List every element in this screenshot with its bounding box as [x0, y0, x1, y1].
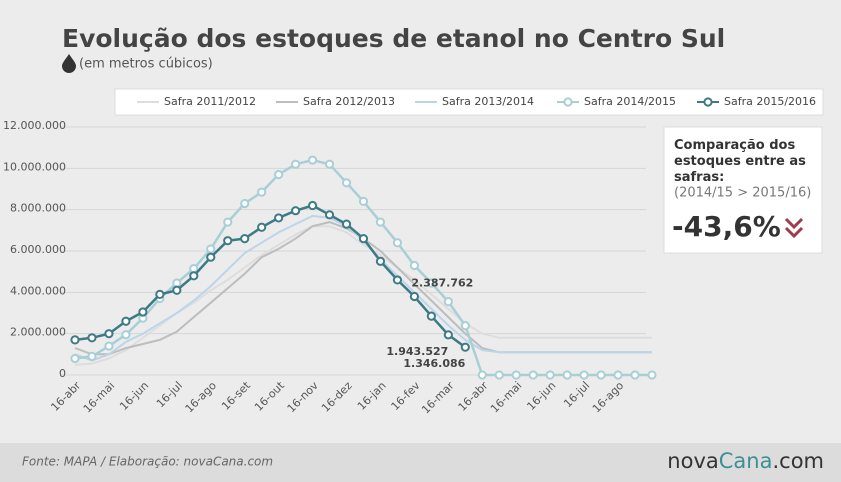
- point: [307, 155, 318, 165]
- data-label: 1.943.527: [386, 345, 448, 358]
- point: [358, 234, 369, 244]
- point: [511, 370, 521, 380]
- point: [87, 351, 97, 361]
- point: [545, 370, 555, 380]
- point: [138, 307, 148, 317]
- chart-title: Evolução dos estoques de etanol no Centr…: [62, 24, 725, 53]
- point: [155, 289, 165, 299]
- point: [257, 222, 267, 232]
- point: [206, 252, 216, 262]
- footer: [0, 443, 841, 482]
- data-label: 1.346.086: [403, 357, 465, 370]
- point: [121, 330, 131, 340]
- point: [70, 353, 80, 364]
- legend-label: Safra 2012/2013: [303, 95, 395, 108]
- point: [426, 278, 436, 288]
- point: [443, 330, 453, 340]
- legend-marker: [703, 97, 713, 107]
- point: [409, 291, 419, 302]
- point: [104, 329, 114, 339]
- point: [426, 311, 436, 321]
- legend-label: Safra 2013/2014: [442, 95, 534, 108]
- point: [104, 341, 114, 351]
- point: [443, 297, 453, 307]
- point: [358, 196, 369, 206]
- point: [70, 335, 80, 345]
- point: [562, 370, 572, 380]
- comparison-subtitle: (2014/15 > 2015/16): [674, 186, 811, 201]
- point: [341, 178, 352, 188]
- point: [324, 159, 335, 169]
- point: [291, 159, 301, 169]
- point: [375, 256, 386, 266]
- source: Fonte: MAPA / Elaboração: novaCana.com: [22, 455, 273, 469]
- point: [223, 236, 233, 246]
- legend-label: Safra 2015/2016: [724, 95, 816, 108]
- logo: novaCana.com: [667, 449, 824, 473]
- point: [341, 219, 352, 229]
- logo-part: nova: [667, 449, 718, 473]
- y-tick-label: 12.000.000: [3, 119, 66, 132]
- legend-marker: [563, 97, 573, 107]
- y-tick-label: 4.000.000: [10, 284, 66, 297]
- point: [172, 285, 182, 295]
- point: [307, 200, 318, 211]
- point: [240, 234, 250, 244]
- point: [206, 244, 216, 254]
- point: [579, 370, 589, 380]
- y-tick-label: 2.000.000: [10, 326, 66, 339]
- point: [274, 213, 284, 223]
- point: [596, 370, 606, 380]
- point: [274, 169, 284, 180]
- legend-label: Safra 2011/2012: [164, 95, 256, 108]
- y-tick-label: 10.000.000: [3, 160, 66, 173]
- point: [189, 263, 199, 274]
- point: [291, 206, 301, 216]
- point: [647, 370, 657, 380]
- point: [630, 370, 640, 380]
- drop-icon: [62, 54, 76, 73]
- point: [392, 275, 403, 285]
- y-tick-label: 8.000.000: [10, 202, 66, 215]
- legend-label: Safra 2014/2015: [584, 95, 676, 108]
- point: [87, 333, 97, 343]
- comparison-box: [663, 126, 823, 254]
- point: [223, 217, 233, 227]
- data-label: 2.387.762: [411, 277, 473, 290]
- comparison-value: -43,6%: [672, 210, 781, 243]
- point: [460, 342, 470, 352]
- point: [375, 217, 386, 227]
- point: [494, 370, 504, 380]
- down-icon: [784, 217, 804, 239]
- chart-subtitle: (em metros cúbicos): [79, 57, 213, 72]
- logo-part: .com: [772, 449, 824, 473]
- y-tick-label: 0: [59, 367, 66, 380]
- point: [528, 370, 538, 380]
- point: [392, 238, 403, 248]
- point: [257, 187, 267, 197]
- logo-part: Cana: [719, 449, 773, 473]
- point: [324, 210, 335, 220]
- point: [172, 278, 182, 288]
- point: [477, 370, 487, 380]
- point: [240, 198, 250, 209]
- point: [613, 370, 623, 380]
- comparison-title: Comparação dos estoques entre as safras:: [674, 138, 806, 185]
- point: [460, 321, 470, 331]
- y-tick-label: 6.000.000: [10, 243, 66, 256]
- point: [189, 271, 199, 281]
- point: [409, 260, 419, 271]
- point: [121, 316, 131, 326]
